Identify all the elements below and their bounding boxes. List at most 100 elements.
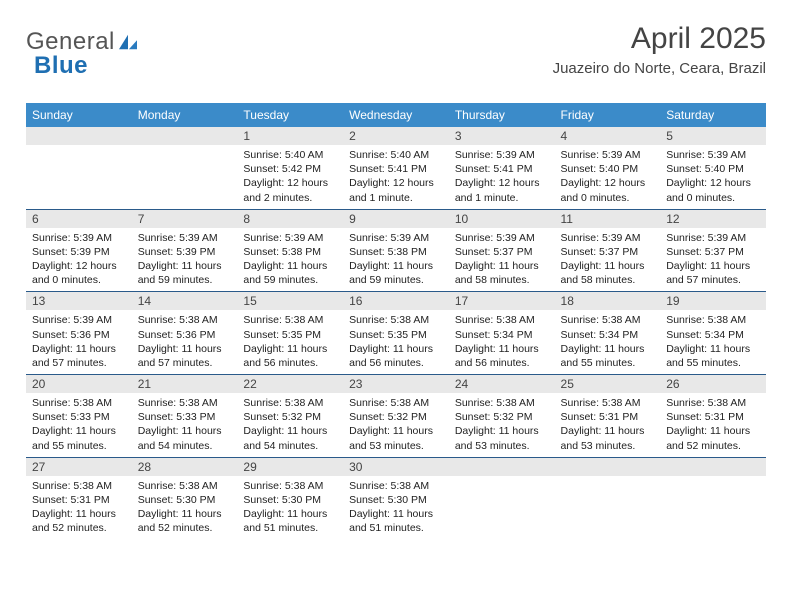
day-number: 7: [132, 210, 238, 228]
location-text: Juazeiro do Norte, Ceara, Brazil: [553, 60, 766, 77]
calendar-head: SundayMondayTuesdayWednesdayThursdayFrid…: [26, 103, 766, 127]
day-number: 25: [555, 375, 661, 393]
calendar-cell: 28Sunrise: 5:38 AMSunset: 5:30 PMDayligh…: [132, 457, 238, 539]
day-data: Sunrise: 5:38 AMSunset: 5:35 PMDaylight:…: [343, 310, 449, 374]
month-title: April 2025: [553, 22, 766, 56]
day-number: 5: [660, 127, 766, 145]
calendar-cell: 1Sunrise: 5:40 AMSunset: 5:42 PMDaylight…: [237, 127, 343, 209]
calendar-cell: 19Sunrise: 5:38 AMSunset: 5:34 PMDayligh…: [660, 292, 766, 375]
day-data: Sunrise: 5:38 AMSunset: 5:32 PMDaylight:…: [237, 393, 343, 457]
day-number: 11: [555, 210, 661, 228]
day-data: Sunrise: 5:38 AMSunset: 5:34 PMDaylight:…: [555, 310, 661, 374]
calendar-cell: 6Sunrise: 5:39 AMSunset: 5:39 PMDaylight…: [26, 209, 132, 292]
day-data: Sunrise: 5:38 AMSunset: 5:34 PMDaylight:…: [449, 310, 555, 374]
weekday-header: Saturday: [660, 103, 766, 127]
calendar-cell: 26Sunrise: 5:38 AMSunset: 5:31 PMDayligh…: [660, 375, 766, 458]
day-number: 29: [237, 458, 343, 476]
day-data: Sunrise: 5:38 AMSunset: 5:32 PMDaylight:…: [449, 393, 555, 457]
day-data: Sunrise: 5:39 AMSunset: 5:38 PMDaylight:…: [237, 228, 343, 292]
calendar-cell: [660, 457, 766, 539]
day-data: Sunrise: 5:38 AMSunset: 5:31 PMDaylight:…: [555, 393, 661, 457]
calendar-cell: 15Sunrise: 5:38 AMSunset: 5:35 PMDayligh…: [237, 292, 343, 375]
calendar-cell: 13Sunrise: 5:39 AMSunset: 5:36 PMDayligh…: [26, 292, 132, 375]
day-number: 19: [660, 292, 766, 310]
calendar-cell: 30Sunrise: 5:38 AMSunset: 5:30 PMDayligh…: [343, 457, 449, 539]
day-data: Sunrise: 5:40 AMSunset: 5:42 PMDaylight:…: [237, 145, 343, 209]
day-data: Sunrise: 5:38 AMSunset: 5:30 PMDaylight:…: [343, 476, 449, 540]
day-data: Sunrise: 5:39 AMSunset: 5:40 PMDaylight:…: [555, 145, 661, 209]
day-data: Sunrise: 5:38 AMSunset: 5:33 PMDaylight:…: [26, 393, 132, 457]
weekday-header: Friday: [555, 103, 661, 127]
day-number: 30: [343, 458, 449, 476]
day-number: 22: [237, 375, 343, 393]
day-number-empty: [555, 458, 661, 476]
calendar-cell: [449, 457, 555, 539]
day-data: Sunrise: 5:39 AMSunset: 5:41 PMDaylight:…: [449, 145, 555, 209]
calendar-cell: 8Sunrise: 5:39 AMSunset: 5:38 PMDaylight…: [237, 209, 343, 292]
weekday-header: Sunday: [26, 103, 132, 127]
calendar-cell: 14Sunrise: 5:38 AMSunset: 5:36 PMDayligh…: [132, 292, 238, 375]
calendar-cell: 9Sunrise: 5:39 AMSunset: 5:38 PMDaylight…: [343, 209, 449, 292]
day-number-empty: [132, 127, 238, 145]
day-data: Sunrise: 5:39 AMSunset: 5:37 PMDaylight:…: [555, 228, 661, 292]
day-data: Sunrise: 5:39 AMSunset: 5:37 PMDaylight:…: [449, 228, 555, 292]
day-number: 12: [660, 210, 766, 228]
day-number: 16: [343, 292, 449, 310]
day-number-empty: [26, 127, 132, 145]
day-number-empty: [660, 458, 766, 476]
day-number: 10: [449, 210, 555, 228]
day-data: Sunrise: 5:38 AMSunset: 5:34 PMDaylight:…: [660, 310, 766, 374]
calendar-cell: 16Sunrise: 5:38 AMSunset: 5:35 PMDayligh…: [343, 292, 449, 375]
logo-blue-wrap: Blue: [34, 52, 88, 80]
day-number: 14: [132, 292, 238, 310]
day-number: 28: [132, 458, 238, 476]
calendar-cell: 29Sunrise: 5:38 AMSunset: 5:30 PMDayligh…: [237, 457, 343, 539]
calendar-cell: 24Sunrise: 5:38 AMSunset: 5:32 PMDayligh…: [449, 375, 555, 458]
day-number: 6: [26, 210, 132, 228]
day-number: 24: [449, 375, 555, 393]
day-number: 1: [237, 127, 343, 145]
weekday-header: Monday: [132, 103, 238, 127]
day-number: 9: [343, 210, 449, 228]
calendar-cell: 17Sunrise: 5:38 AMSunset: 5:34 PMDayligh…: [449, 292, 555, 375]
day-number: 21: [132, 375, 238, 393]
title-block: April 2025 Juazeiro do Norte, Ceara, Bra…: [553, 22, 766, 77]
weekday-header: Wednesday: [343, 103, 449, 127]
calendar-cell: 11Sunrise: 5:39 AMSunset: 5:37 PMDayligh…: [555, 209, 661, 292]
day-number: 26: [660, 375, 766, 393]
calendar-cell: 5Sunrise: 5:39 AMSunset: 5:40 PMDaylight…: [660, 127, 766, 209]
calendar-body: 1Sunrise: 5:40 AMSunset: 5:42 PMDaylight…: [26, 127, 766, 539]
day-data: Sunrise: 5:39 AMSunset: 5:38 PMDaylight:…: [343, 228, 449, 292]
day-number: 17: [449, 292, 555, 310]
day-data: Sunrise: 5:38 AMSunset: 5:35 PMDaylight:…: [237, 310, 343, 374]
calendar-cell: [132, 127, 238, 209]
day-number: 3: [449, 127, 555, 145]
day-number: 13: [26, 292, 132, 310]
calendar-cell: 21Sunrise: 5:38 AMSunset: 5:33 PMDayligh…: [132, 375, 238, 458]
day-data: Sunrise: 5:38 AMSunset: 5:31 PMDaylight:…: [26, 476, 132, 540]
day-data: Sunrise: 5:38 AMSunset: 5:36 PMDaylight:…: [132, 310, 238, 374]
day-number: 4: [555, 127, 661, 145]
day-number: 23: [343, 375, 449, 393]
calendar-cell: 2Sunrise: 5:40 AMSunset: 5:41 PMDaylight…: [343, 127, 449, 209]
weekday-header: Thursday: [449, 103, 555, 127]
calendar-cell: 10Sunrise: 5:39 AMSunset: 5:37 PMDayligh…: [449, 209, 555, 292]
calendar-cell: 4Sunrise: 5:39 AMSunset: 5:40 PMDaylight…: [555, 127, 661, 209]
calendar-cell: 22Sunrise: 5:38 AMSunset: 5:32 PMDayligh…: [237, 375, 343, 458]
day-number: 8: [237, 210, 343, 228]
calendar-cell: [26, 127, 132, 209]
calendar-cell: 20Sunrise: 5:38 AMSunset: 5:33 PMDayligh…: [26, 375, 132, 458]
header: General April 2025 Juazeiro do Norte, Ce…: [26, 22, 766, 77]
calendar-cell: 27Sunrise: 5:38 AMSunset: 5:31 PMDayligh…: [26, 457, 132, 539]
day-number: 15: [237, 292, 343, 310]
day-number: 27: [26, 458, 132, 476]
logo-text-blue: Blue: [34, 52, 88, 79]
day-data: Sunrise: 5:38 AMSunset: 5:31 PMDaylight:…: [660, 393, 766, 457]
day-number: 18: [555, 292, 661, 310]
calendar-cell: [555, 457, 661, 539]
day-data: Sunrise: 5:39 AMSunset: 5:40 PMDaylight:…: [660, 145, 766, 209]
day-data: Sunrise: 5:39 AMSunset: 5:39 PMDaylight:…: [132, 228, 238, 292]
day-data: Sunrise: 5:39 AMSunset: 5:39 PMDaylight:…: [26, 228, 132, 292]
day-data: Sunrise: 5:38 AMSunset: 5:32 PMDaylight:…: [343, 393, 449, 457]
day-data: Sunrise: 5:40 AMSunset: 5:41 PMDaylight:…: [343, 145, 449, 209]
